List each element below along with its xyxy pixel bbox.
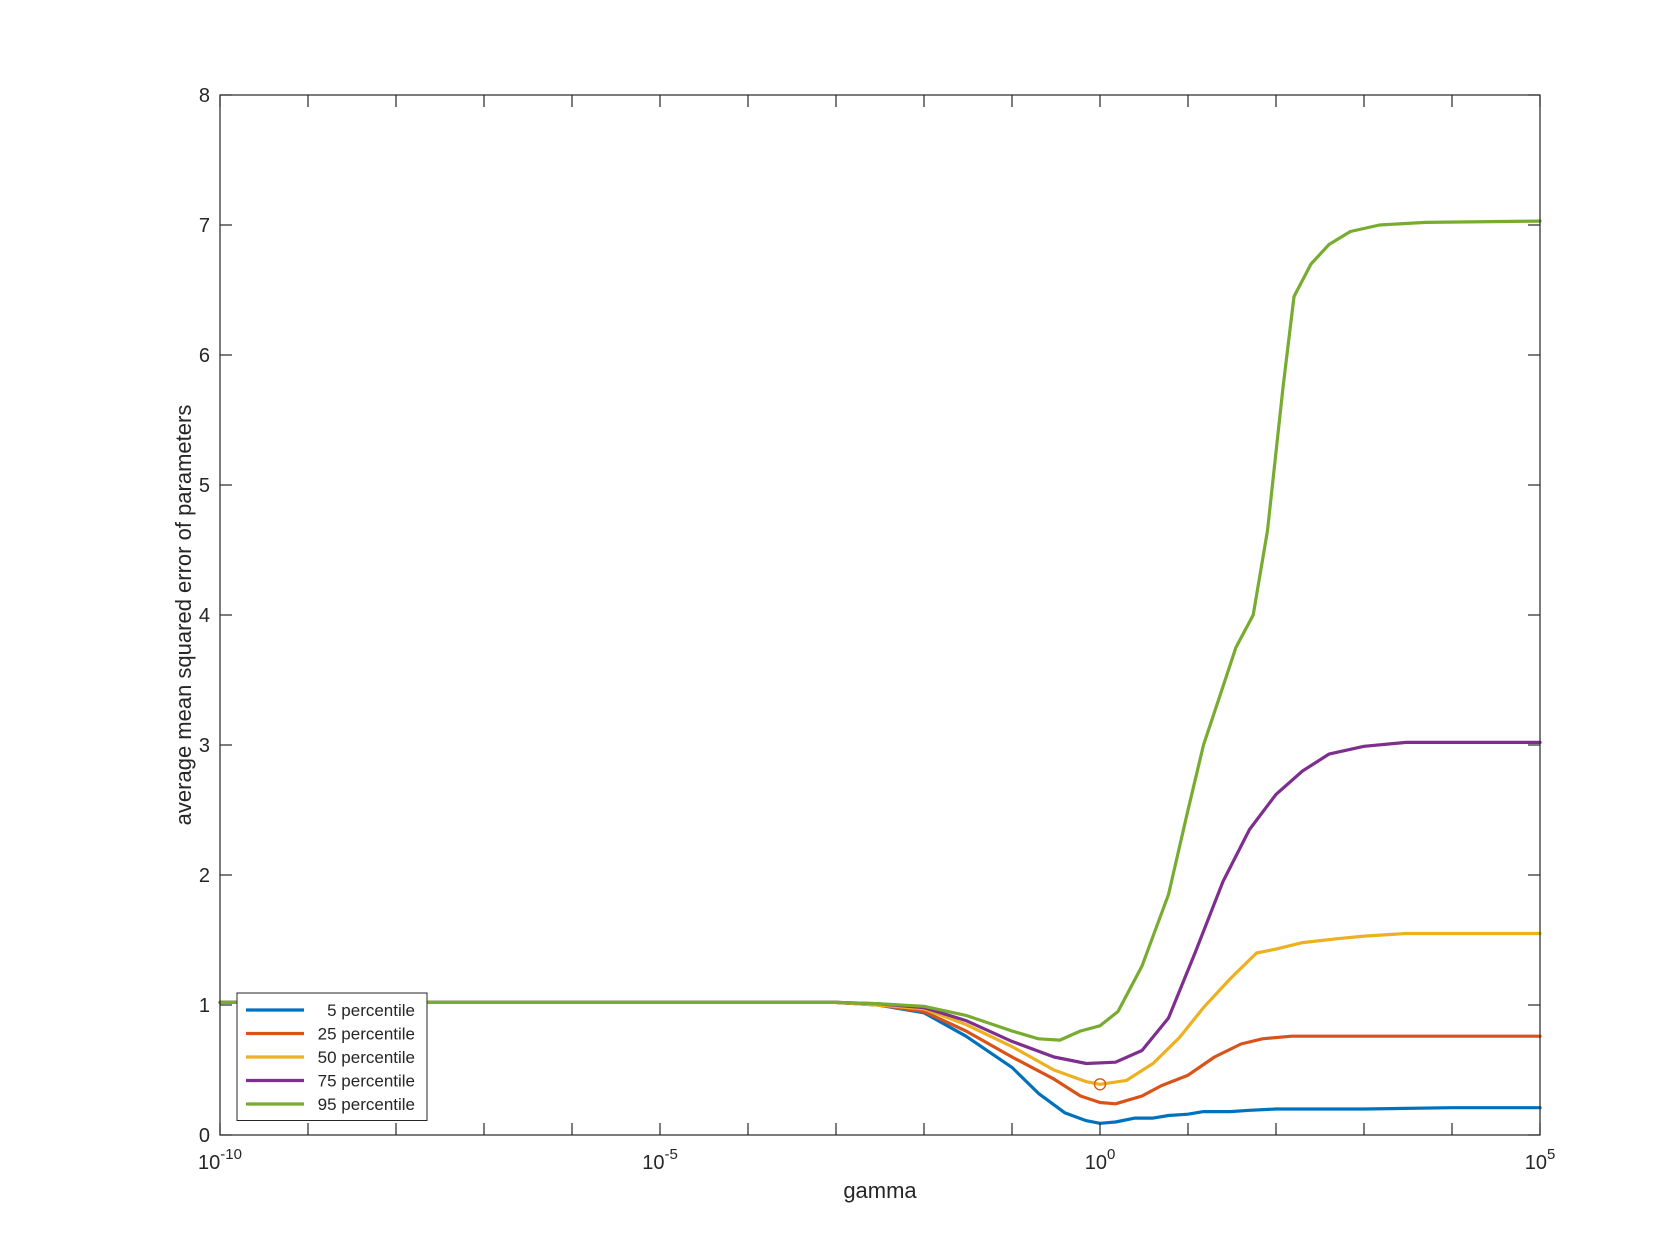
series-line-0 [218,1000,1542,1125]
y-tick-label-4: 4 [199,605,210,627]
series-line-1 [218,1000,1542,1106]
series-layer [218,219,1542,1125]
x-tick-label-2: 100 [1085,1146,1116,1174]
y-axis-label: average mean squared error of parameters [171,405,196,826]
x-tick-label-1: 10-5 [642,1146,678,1174]
y-tick-label-5: 5 [199,475,210,497]
legend-entry-0: 5 percentile [327,1001,415,1020]
annotation-layer [1093,1078,1107,1091]
axes-box [219,94,1541,1136]
legend-entry-1: 25 percentile [318,1025,415,1044]
y-tick-label-6: 6 [199,345,210,367]
series-line-4 [218,219,1542,1042]
y-tick-label-3: 3 [199,735,210,757]
tick-labels-layer: 10-10 10-5 100 105 0 1 2 3 4 5 6 7 8 [198,85,1555,1174]
annotation-marker-0 [1093,1078,1107,1091]
x-axis-label: gamma [843,1178,917,1203]
legend-entry-2: 50 percentile [318,1048,415,1067]
series-line-3 [218,740,1542,1066]
y-tick-label-0: 0 [199,1125,210,1147]
plot-area [220,95,1540,1135]
y-tick-label-1: 1 [199,995,210,1017]
y-tick-label-2: 2 [199,865,210,887]
x-tick-label-0: 10-10 [198,1146,242,1174]
x-tick-label-3: 105 [1525,1146,1556,1174]
series-line-2 [218,931,1542,1086]
y-tick-label-7: 7 [199,215,210,237]
legend-entry-4: 95 percentile [318,1095,415,1114]
legend: 5 percentile 25 percentile 50 percentile 75… [236,992,428,1121]
legend-entry-3: 75 percentile [318,1072,415,1091]
y-tick-label-8: 8 [199,85,210,107]
